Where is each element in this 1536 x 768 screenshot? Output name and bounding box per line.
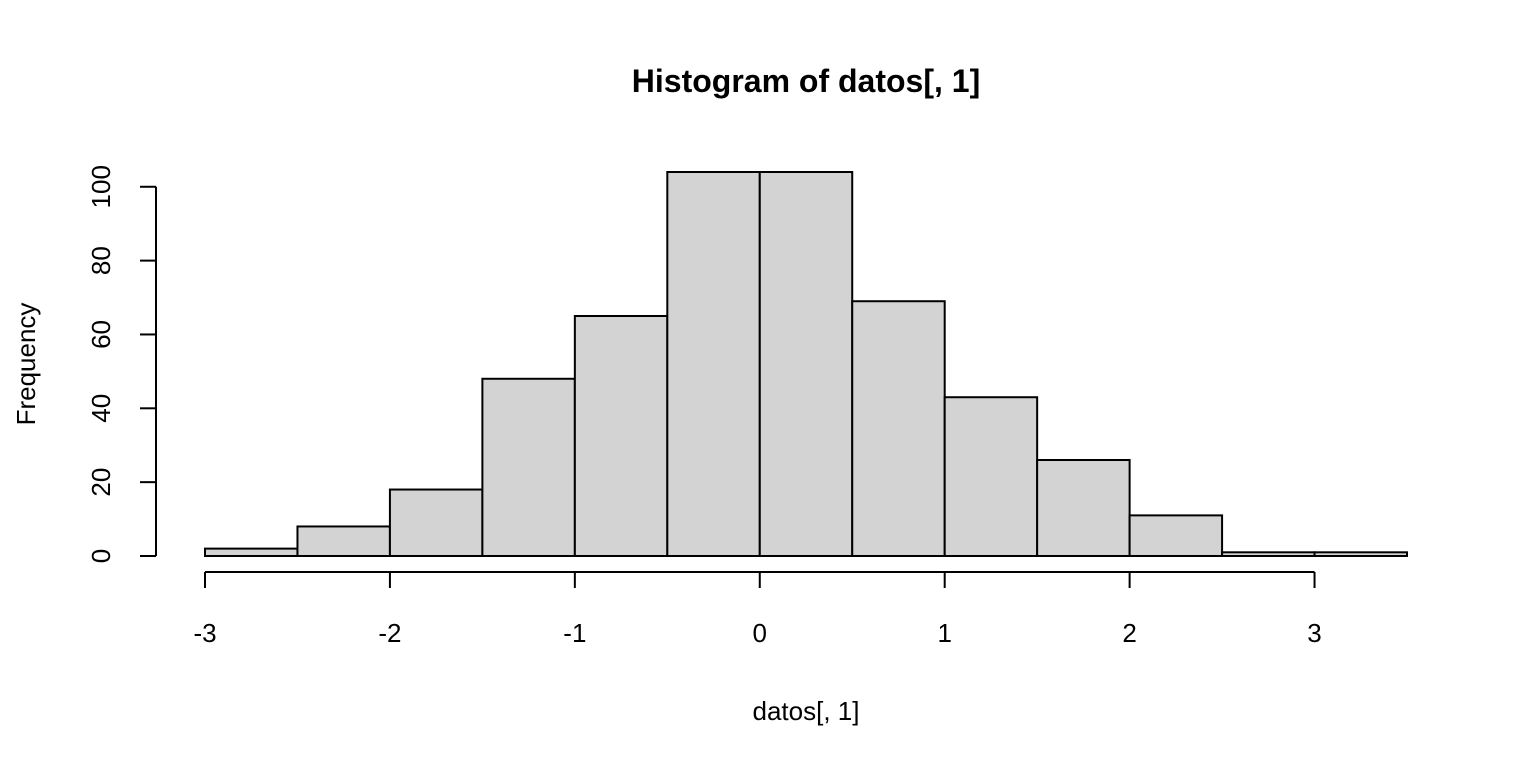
histogram-bar-4	[573, 315, 669, 557]
x-tick-label: 3	[1307, 618, 1321, 648]
histogram-bar-7	[851, 300, 946, 557]
histogram-bar-1	[296, 525, 391, 558]
y-tick-label: 40	[86, 394, 116, 423]
x-tick-label: 0	[753, 618, 767, 648]
y-tick-label: 100	[86, 165, 116, 208]
histogram-bar-12	[1313, 551, 1408, 557]
x-tick-label: 1	[937, 618, 951, 648]
x-tick-label: -3	[193, 618, 216, 648]
y-tick-label: 80	[86, 246, 116, 275]
histogram-bar-9	[1036, 459, 1131, 557]
x-tick-label: 2	[1122, 618, 1136, 648]
bars-group	[204, 171, 1408, 558]
y-tick-label: 20	[86, 468, 116, 497]
histogram-bar-8	[943, 396, 1039, 557]
histogram-bar-0	[204, 547, 299, 557]
histogram-bar-11	[1221, 551, 1316, 557]
y-axis: 0 20 40 60 80 100	[86, 165, 157, 563]
y-axis-label: Frequency	[11, 303, 41, 426]
x-axis-label: datos[, 1]	[753, 696, 860, 726]
x-tick-label: -1	[563, 618, 586, 648]
y-tick-label: 0	[86, 549, 116, 563]
x-tick-label: -2	[378, 618, 401, 648]
x-axis: -3 -2 -1 0 1 2 3	[193, 571, 1322, 648]
histogram-bar-2	[388, 488, 484, 557]
histogram-bar-6	[758, 171, 854, 557]
y-tick-label: 60	[86, 320, 116, 349]
histogram-bar-10	[1128, 514, 1224, 558]
chart-title: Histogram of datos[, 1]	[632, 63, 980, 99]
histogram-bar-5	[666, 171, 761, 557]
histogram-bar-3	[481, 377, 576, 557]
